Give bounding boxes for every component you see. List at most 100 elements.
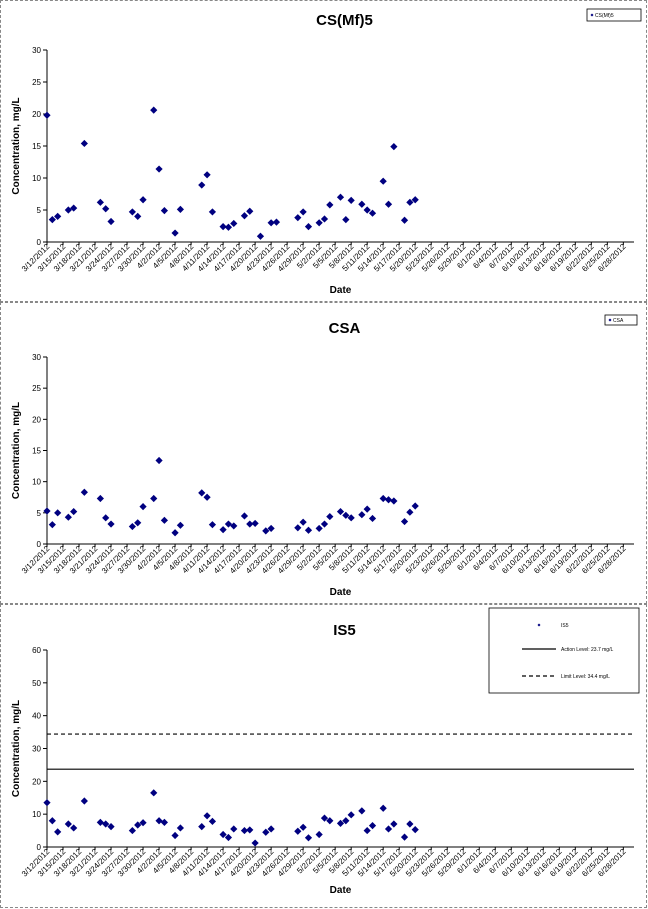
legend-marker (537, 623, 541, 627)
y-tick-label: 0 (37, 843, 42, 852)
y-tick-label: 5 (37, 509, 42, 518)
legend-label: IS5 (561, 623, 569, 629)
data-point (70, 507, 78, 516)
legend-box (604, 314, 638, 326)
data-point (160, 207, 168, 215)
data-point (411, 825, 419, 834)
y-tick-label: 30 (32, 46, 41, 55)
data-point (176, 205, 185, 213)
data-point (43, 507, 51, 515)
data-point (230, 219, 238, 228)
data-point (43, 111, 51, 119)
data-point (368, 209, 377, 217)
data-point (400, 833, 409, 841)
data-point (230, 825, 238, 833)
data-point (384, 825, 393, 833)
y-tick-label: 20 (32, 777, 41, 786)
data-point (219, 526, 227, 534)
data-point (347, 514, 355, 522)
y-tick-label: 25 (32, 78, 41, 87)
data-point (304, 223, 313, 231)
data-point (315, 524, 323, 533)
data-point (171, 229, 179, 237)
data-point (150, 789, 158, 797)
data-point (64, 206, 72, 214)
data-point (342, 817, 350, 825)
data-point (139, 196, 147, 204)
data-point (390, 820, 398, 828)
data-point (400, 216, 409, 224)
data-point (96, 818, 104, 826)
data-point (251, 839, 259, 847)
y-tick-label: 50 (32, 679, 41, 688)
data-point (176, 824, 185, 832)
data-point (294, 524, 302, 532)
data-point (251, 519, 259, 528)
chart-svg: CS(Mf)5 Concentration, mg/L Date 0 5 10 15 20 25… (11, 8, 642, 296)
data-point (134, 212, 142, 220)
data-point (315, 219, 323, 227)
data-point (139, 503, 147, 511)
data-point (70, 204, 78, 212)
data-point (368, 514, 377, 523)
data-point (299, 823, 307, 831)
data-point (358, 511, 366, 519)
y-axis-label: Concentration, mg/L (11, 97, 22, 194)
data-point (107, 217, 115, 226)
data-point (54, 509, 62, 517)
data-point (384, 496, 393, 504)
data-point (267, 219, 275, 227)
data-point (198, 489, 206, 497)
data-point (64, 820, 72, 828)
data-point (406, 198, 414, 206)
data-point (358, 200, 366, 208)
legend-marker (608, 318, 612, 322)
data-point (70, 824, 78, 832)
data-point (48, 216, 56, 224)
data-point (48, 521, 56, 529)
data-point (411, 196, 419, 204)
y-tick-label: 5 (37, 206, 42, 215)
data-point (315, 830, 323, 839)
data-point (379, 804, 387, 812)
data-point (320, 520, 329, 528)
data-point (379, 494, 387, 503)
data-point (171, 529, 179, 537)
data-point (379, 177, 387, 185)
legend-label: Action Level: 23.7 mg/L (561, 647, 613, 653)
data-point (160, 516, 168, 524)
data-point (368, 822, 377, 830)
y-tick-label: 0 (37, 238, 42, 247)
legend-label: Limit Level: 34.4 mg/L (561, 674, 610, 680)
data-point (304, 834, 313, 842)
data-point (347, 196, 355, 204)
data-point (224, 520, 233, 528)
data-point (208, 817, 217, 825)
chart-panel-cs-mf-5: CS(Mf)5 Concentration, mg/L Date 0 5 10 15 20 25… (0, 0, 647, 302)
data-point (48, 817, 56, 825)
data-point (336, 193, 345, 201)
y-axis-label: Concentration, mg/L (11, 700, 22, 797)
chart-title: CS(Mf)5 (316, 12, 373, 29)
data-point (294, 827, 302, 835)
y-axis-label: Concentration, mg/L (11, 402, 22, 499)
data-point (155, 456, 163, 465)
data-point (406, 508, 414, 516)
data-point (390, 497, 398, 505)
chart-panel-is5: IS5 Concentration, mg/L Date 0 10 20 30 40 50 60 3… (0, 604, 647, 908)
y-tick-label: 30 (32, 745, 41, 754)
data-point (320, 215, 329, 223)
data-point (299, 208, 307, 216)
data-point (64, 513, 72, 521)
data-point (326, 817, 334, 825)
data-point (246, 207, 254, 215)
data-point (294, 214, 302, 222)
legend-marker (590, 13, 594, 17)
data-point (326, 201, 334, 209)
y-tick-label: 20 (32, 110, 41, 119)
data-point (128, 522, 136, 531)
data-point (102, 820, 110, 828)
